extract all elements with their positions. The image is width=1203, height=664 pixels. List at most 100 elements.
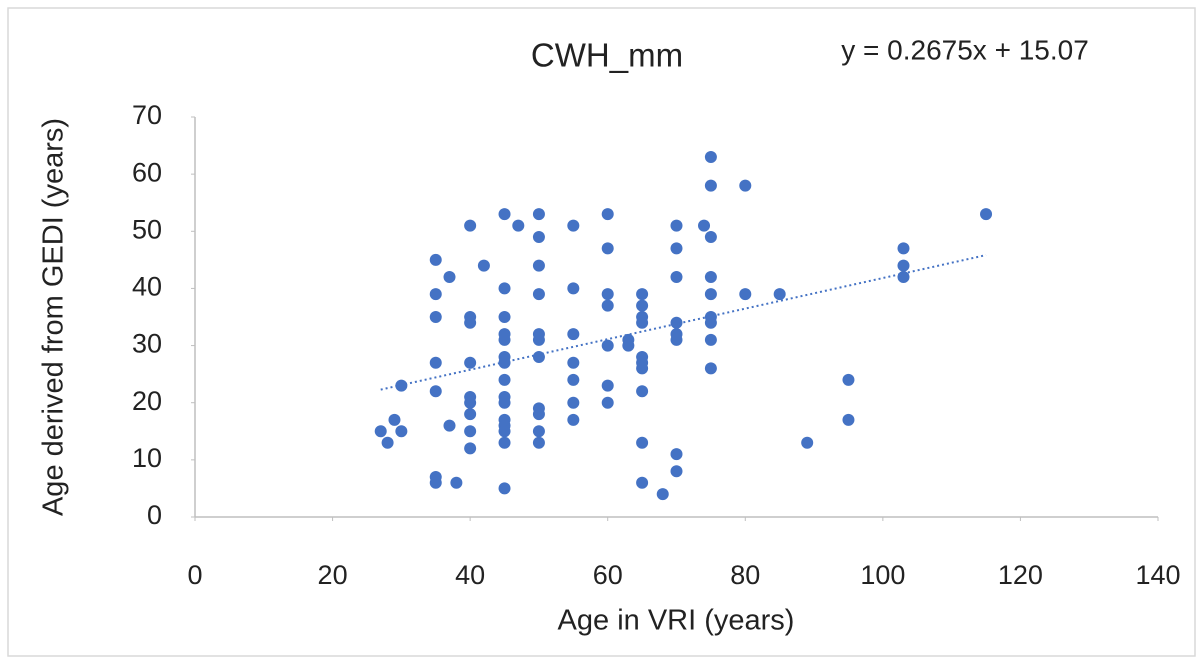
point	[636, 436, 649, 449]
point	[704, 362, 717, 375]
point	[532, 208, 545, 221]
point	[450, 476, 463, 489]
point	[498, 333, 511, 346]
point	[498, 282, 511, 295]
point	[464, 219, 477, 232]
point	[842, 413, 855, 426]
point	[498, 373, 511, 386]
point	[739, 288, 752, 301]
point	[636, 385, 649, 398]
point	[567, 328, 580, 341]
point	[636, 316, 649, 329]
point	[477, 259, 490, 272]
point	[897, 259, 910, 272]
point	[498, 311, 511, 323]
point	[601, 242, 614, 255]
point	[704, 316, 717, 329]
point	[532, 425, 545, 438]
y-tick-label: 20	[132, 386, 162, 416]
point	[704, 288, 717, 301]
point	[773, 288, 786, 301]
point	[567, 282, 580, 295]
point	[498, 425, 511, 438]
point	[601, 339, 614, 352]
point	[532, 351, 545, 363]
point	[443, 271, 456, 283]
point	[704, 271, 717, 283]
y-tick-label: 10	[132, 443, 162, 473]
point	[532, 288, 545, 301]
y-axis-label: Age derived from GEDI (years)	[38, 118, 70, 516]
point	[601, 396, 614, 409]
point	[601, 299, 614, 312]
point	[532, 259, 545, 272]
point	[429, 253, 442, 266]
x-tick-label: 140	[1135, 560, 1180, 590]
point	[429, 476, 442, 489]
point	[601, 379, 614, 392]
point	[897, 271, 910, 283]
y-tick-label: 70	[132, 100, 162, 130]
point	[897, 242, 910, 255]
equation: y = 0.2675x + 15.07	[841, 34, 1089, 65]
point	[532, 231, 545, 243]
point	[670, 242, 683, 255]
point	[567, 219, 580, 232]
x-tick-label: 0	[187, 560, 202, 590]
chart-frame	[7, 7, 1196, 657]
point	[395, 425, 408, 438]
x-tick-label: 120	[998, 560, 1043, 590]
point	[670, 219, 683, 232]
point	[429, 385, 442, 398]
point	[622, 339, 635, 352]
x-tick-label: 40	[455, 560, 485, 590]
x-tick-label: 60	[593, 560, 623, 590]
point	[498, 396, 511, 409]
point	[374, 425, 387, 438]
x-tick-label: 20	[318, 560, 348, 590]
x-axis-label: Age in VRI (years)	[558, 605, 795, 637]
point	[464, 396, 477, 409]
point	[842, 373, 855, 386]
point	[464, 442, 477, 455]
y-tick-label: 0	[147, 500, 162, 530]
point	[498, 482, 511, 495]
point	[704, 231, 717, 243]
point	[429, 311, 442, 323]
point	[464, 316, 477, 329]
point	[567, 413, 580, 426]
chart-title: CWH_mm	[531, 37, 683, 74]
point	[656, 488, 669, 501]
point	[567, 373, 580, 386]
point	[704, 333, 717, 346]
point	[498, 356, 511, 369]
point	[704, 151, 717, 163]
point	[388, 413, 401, 426]
y-tick-label: 50	[132, 214, 162, 244]
point	[670, 333, 683, 346]
point	[670, 316, 683, 329]
point	[636, 476, 649, 489]
point	[381, 436, 394, 449]
point	[395, 379, 408, 392]
point	[532, 436, 545, 449]
y-tick-label: 30	[132, 329, 162, 359]
point	[801, 436, 814, 449]
point	[512, 219, 525, 232]
point	[636, 288, 649, 301]
trendline	[380, 254, 987, 391]
point	[567, 356, 580, 369]
point	[464, 408, 477, 421]
point	[567, 396, 580, 409]
point	[636, 299, 649, 312]
point	[704, 179, 717, 192]
point	[739, 179, 752, 192]
point	[670, 465, 683, 478]
point	[601, 208, 614, 221]
point	[980, 208, 993, 221]
x-tick-label: 100	[860, 560, 905, 590]
point	[498, 208, 511, 221]
point	[429, 288, 442, 301]
y-tick-label: 40	[132, 272, 162, 302]
